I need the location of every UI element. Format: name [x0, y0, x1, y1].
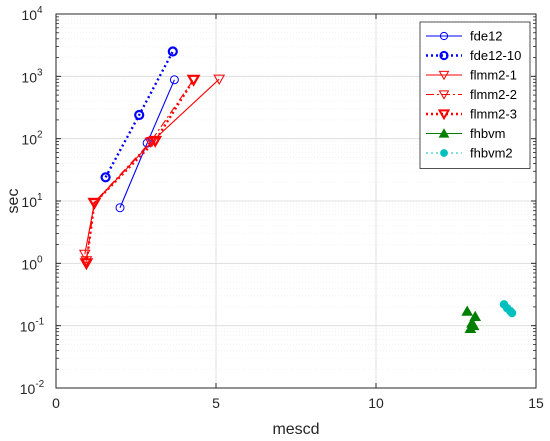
y-tick-exponent: 2 [37, 130, 43, 141]
legend-item: flmm2-2 [426, 87, 517, 102]
series-point [461, 305, 474, 316]
y-tick-label: 102 [21, 130, 43, 148]
series-fde12-10 [100, 46, 178, 183]
x-tick-label: 0 [52, 395, 60, 411]
ticks [55, 13, 537, 389]
y-tick-base: 10 [21, 69, 37, 85]
legend-label: flmm2-3 [470, 107, 517, 122]
y-tick-exponent: 0 [37, 254, 43, 265]
y-tick-base: 10 [21, 7, 37, 23]
series-point [213, 74, 226, 85]
y-tick-base: 10 [20, 319, 36, 335]
series-point [79, 258, 94, 271]
legend-item: flmm2-1 [426, 68, 517, 83]
y-tick-label: 103 [21, 67, 43, 85]
legend-box [419, 21, 531, 169]
x-tick-label: 5 [212, 395, 220, 411]
series-flmm2-3 [79, 74, 201, 271]
legend-label: fhbvm [470, 126, 505, 141]
legend-marker [437, 109, 451, 121]
series-fhbvm2 [499, 300, 517, 318]
legend-marker [440, 149, 448, 157]
legend-marker [439, 50, 449, 61]
legend-item: fde12 [426, 29, 503, 44]
series-line [104, 50, 174, 178]
series-point [507, 308, 517, 318]
y-tick-base: 10 [21, 132, 37, 148]
y-tick-exponent: -1 [35, 317, 44, 328]
series-point [87, 197, 102, 210]
legend-label: fde12-10 [470, 48, 521, 63]
y-axis-title: sec [5, 189, 22, 214]
legend-label: flmm2-1 [470, 68, 517, 83]
y-tick-exponent: -2 [35, 379, 44, 390]
y-tick-label: 101 [21, 192, 43, 210]
y-tick-label: 104 [21, 5, 43, 23]
x-tick-label: 15 [528, 395, 544, 411]
y-tick-exponent: 1 [37, 192, 43, 203]
series-line [85, 79, 195, 261]
legend-label: fhbvm2 [470, 146, 513, 161]
y-tick-base: 10 [21, 256, 37, 272]
y-tick-base: 10 [21, 194, 37, 210]
series-point [186, 74, 201, 87]
y-tick-label: 100 [21, 254, 43, 272]
legend-label: fde12 [470, 29, 503, 44]
y-tick-label: 10-2 [20, 379, 45, 397]
legend-label: flmm2-2 [470, 87, 517, 102]
series-point [467, 319, 480, 331]
legend-marker [438, 128, 450, 138]
legend-item: fhbvm [426, 126, 505, 141]
legend-marker [439, 31, 449, 41]
y-tick-label: 10-1 [20, 317, 45, 335]
series-layer [78, 46, 517, 334]
series-point [169, 75, 179, 85]
series-point [167, 46, 178, 57]
legend-item: flmm2-3 [426, 107, 517, 122]
series-point [469, 310, 482, 322]
x-tick-label: 10 [368, 395, 384, 411]
legend: fde12 fde12-10 flmm2-1 flmm2-2 flmm2-3 fhbvm f… [419, 21, 531, 169]
series-line [84, 78, 220, 255]
y-tick-exponent: 4 [37, 5, 43, 16]
series-line [119, 79, 175, 208]
legend-item: fde12-10 [426, 48, 521, 63]
series-point [134, 109, 145, 121]
legend-item: fhbvm2 [426, 146, 513, 161]
series-point [100, 172, 111, 183]
series-line [85, 79, 195, 264]
y-tick-base: 10 [20, 381, 36, 397]
legend-marker [438, 70, 450, 81]
legend-marker [438, 90, 450, 100]
x-axis-title: mescd [272, 421, 319, 438]
series-fhbvm [461, 305, 482, 334]
series-point [115, 203, 125, 213]
series-point [148, 135, 163, 148]
y-tick-exponent: 3 [37, 67, 43, 78]
